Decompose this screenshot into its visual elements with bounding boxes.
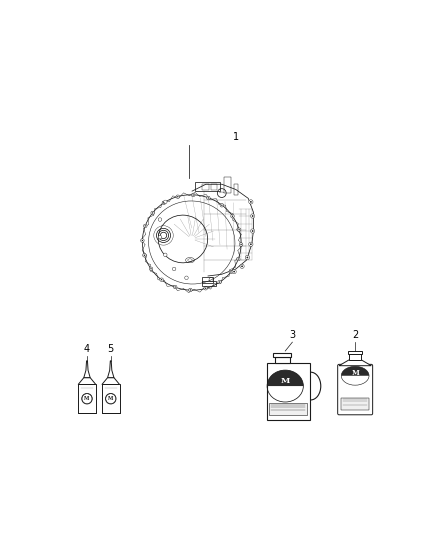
Circle shape — [233, 271, 235, 272]
Circle shape — [141, 239, 144, 243]
Circle shape — [251, 214, 255, 218]
Bar — [202, 281, 216, 286]
Polygon shape — [78, 378, 96, 384]
Bar — [211, 184, 217, 190]
Circle shape — [229, 270, 233, 274]
Text: M: M — [84, 396, 90, 401]
Circle shape — [249, 200, 253, 204]
Circle shape — [247, 256, 248, 259]
Circle shape — [205, 287, 206, 289]
Circle shape — [82, 393, 92, 404]
Circle shape — [237, 259, 239, 260]
Polygon shape — [78, 384, 96, 414]
Circle shape — [250, 201, 252, 203]
Bar — [223, 177, 230, 193]
Circle shape — [192, 195, 194, 196]
Circle shape — [208, 197, 209, 199]
FancyBboxPatch shape — [338, 365, 373, 415]
Circle shape — [241, 265, 243, 267]
Circle shape — [220, 204, 224, 207]
Circle shape — [219, 281, 220, 283]
Circle shape — [161, 279, 162, 280]
Circle shape — [238, 229, 240, 230]
Polygon shape — [341, 366, 369, 376]
Circle shape — [252, 230, 254, 232]
Circle shape — [158, 218, 162, 221]
Circle shape — [158, 236, 162, 239]
Text: 3: 3 — [290, 330, 295, 341]
Circle shape — [207, 196, 210, 200]
Circle shape — [250, 244, 252, 245]
Circle shape — [143, 254, 146, 257]
Polygon shape — [102, 378, 120, 384]
Circle shape — [189, 288, 192, 292]
Circle shape — [232, 270, 236, 274]
Circle shape — [144, 255, 145, 256]
Polygon shape — [339, 360, 371, 366]
Circle shape — [160, 278, 163, 281]
Circle shape — [252, 215, 254, 217]
Circle shape — [240, 264, 244, 269]
Polygon shape — [267, 370, 304, 386]
Circle shape — [190, 289, 191, 290]
Circle shape — [150, 268, 152, 270]
Circle shape — [237, 228, 241, 231]
Text: M: M — [351, 369, 359, 377]
Polygon shape — [102, 384, 120, 414]
FancyBboxPatch shape — [267, 364, 310, 420]
Text: 4: 4 — [84, 344, 90, 354]
Text: 2: 2 — [352, 330, 358, 341]
Text: 1: 1 — [233, 132, 240, 142]
Circle shape — [163, 253, 167, 256]
Bar — [348, 351, 362, 354]
Circle shape — [142, 240, 143, 241]
Bar — [202, 184, 208, 190]
Circle shape — [176, 195, 180, 198]
Circle shape — [204, 286, 208, 290]
Circle shape — [185, 276, 188, 279]
Circle shape — [218, 280, 221, 284]
Bar — [341, 398, 369, 410]
Circle shape — [237, 257, 240, 261]
Circle shape — [245, 255, 250, 260]
Circle shape — [172, 267, 176, 271]
Circle shape — [163, 202, 165, 204]
Circle shape — [149, 267, 153, 271]
Circle shape — [177, 196, 179, 197]
Bar — [275, 357, 290, 364]
Circle shape — [221, 205, 223, 206]
Bar — [350, 354, 361, 360]
Text: 5: 5 — [108, 344, 114, 354]
Circle shape — [144, 224, 147, 228]
Circle shape — [249, 242, 253, 246]
Circle shape — [174, 286, 176, 288]
Circle shape — [173, 285, 177, 289]
Circle shape — [232, 215, 233, 217]
Circle shape — [106, 393, 116, 404]
Circle shape — [239, 243, 243, 246]
Circle shape — [152, 212, 153, 214]
Bar — [273, 353, 291, 357]
Circle shape — [162, 201, 166, 205]
Bar — [195, 182, 220, 191]
Circle shape — [251, 229, 255, 233]
Text: M: M — [108, 396, 113, 401]
Circle shape — [240, 244, 242, 245]
Circle shape — [230, 271, 232, 273]
Circle shape — [231, 214, 234, 218]
Circle shape — [145, 225, 146, 227]
Bar — [269, 403, 307, 415]
Bar — [234, 184, 238, 195]
Circle shape — [151, 211, 155, 215]
Text: M: M — [281, 377, 290, 385]
Circle shape — [191, 193, 195, 197]
Circle shape — [163, 200, 167, 204]
Polygon shape — [84, 361, 90, 378]
Polygon shape — [108, 361, 114, 378]
